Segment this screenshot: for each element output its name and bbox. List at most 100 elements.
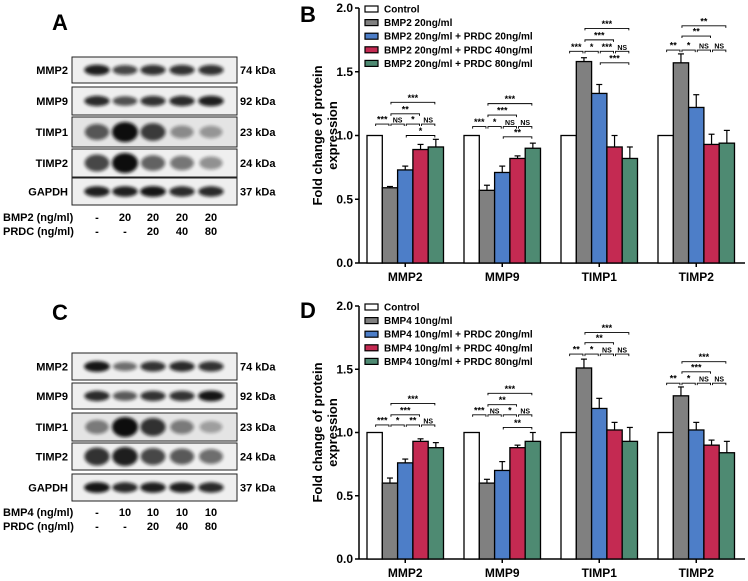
- significance-label: ***: [408, 93, 419, 103]
- significance-bracket: [487, 414, 502, 417]
- significance-label: **: [514, 418, 522, 428]
- significance-bracket: [666, 49, 681, 53]
- protein-band: [199, 449, 223, 464]
- panel-letter: C: [52, 300, 68, 325]
- treatment-value: 40: [176, 521, 188, 533]
- protein-band: [170, 155, 194, 171]
- significance-label: *: [419, 126, 423, 136]
- legend-label: BMP2 20ng/ml: [384, 18, 453, 29]
- blot-panel-c: C MMP2 74 kDa MMP9 92 kDa TIMP1 23 kDa TIMP2 24 …: [3, 300, 276, 533]
- significance-label: *: [590, 42, 594, 52]
- protein-band: [84, 124, 110, 140]
- significance-label: **: [670, 41, 678, 51]
- significance-label: **: [596, 333, 604, 343]
- kda-label: 37 kDa: [240, 187, 276, 199]
- treatment-value: 20: [147, 521, 159, 533]
- protein-band: [140, 186, 166, 197]
- protein-band: [85, 420, 109, 434]
- bar: [463, 431, 480, 560]
- significance-label: NS: [617, 45, 627, 52]
- legend-label: BMP2 20ng/ml + PRDC 80ng/ml: [384, 59, 533, 70]
- protein-band: [169, 186, 195, 197]
- kda-label: 92 kDa: [240, 391, 276, 403]
- significance-label: ***: [602, 19, 613, 29]
- bar: [412, 148, 429, 264]
- bar: [575, 60, 593, 264]
- significance-label: NS: [505, 120, 515, 127]
- bar: [412, 440, 429, 560]
- protein-band: [169, 448, 195, 465]
- protein-band: [140, 482, 166, 493]
- treatment-value: 10: [119, 507, 131, 519]
- significance-bracket: [390, 424, 405, 427]
- protein-band: [169, 390, 195, 402]
- protein-band: [113, 362, 137, 371]
- bar: [672, 395, 690, 560]
- bar: [657, 431, 674, 560]
- protein-label: MMP2: [36, 65, 68, 77]
- x-tick-label: TIMP2: [679, 566, 715, 580]
- protein-band: [84, 186, 110, 197]
- significance-label: ***: [400, 405, 411, 415]
- treatment-value: 20: [147, 226, 159, 238]
- significance-label: **: [409, 415, 417, 425]
- bar: [381, 187, 399, 264]
- significance-label: ***: [377, 115, 388, 125]
- legend-swatch: [364, 32, 379, 40]
- protein-band: [84, 361, 110, 372]
- y-tick-label: 1.0: [336, 129, 353, 143]
- significance-label: ***: [505, 94, 516, 104]
- significance-bracket: [375, 424, 390, 427]
- bar: [672, 62, 690, 264]
- protein-band: [170, 420, 194, 434]
- significance-label: NS: [423, 418, 433, 425]
- treatment-label: BMP4 (ng/ml): [3, 507, 74, 519]
- significance-bracket: [666, 382, 681, 386]
- treatment-label: PRDC (ng/ml): [3, 521, 74, 533]
- treatment-value: -: [123, 226, 127, 238]
- treatment-value: 20: [205, 212, 217, 224]
- legend-swatch: [364, 330, 379, 338]
- significance-bracket: [487, 103, 533, 106]
- significance-bracket: [569, 50, 584, 54]
- protein-band: [112, 153, 138, 173]
- legend-swatch: [364, 344, 379, 352]
- significance-bracket: [518, 414, 533, 417]
- bar: [524, 147, 542, 264]
- significance-bracket: [569, 353, 584, 357]
- significance-bracket: [696, 49, 711, 53]
- protein-band: [199, 125, 223, 139]
- significance-label: ***: [474, 117, 485, 127]
- significance-bracket: [584, 332, 630, 335]
- significance-label: ***: [699, 352, 710, 362]
- significance-label: NS: [602, 348, 612, 355]
- legend-swatch: [364, 46, 379, 54]
- significance-label: **: [402, 104, 410, 114]
- treatment-label: BMP2 (ng/ml): [3, 212, 74, 224]
- protein-band: [84, 390, 110, 402]
- treatment-value: -: [95, 521, 99, 533]
- y-tick-label: 1.0: [336, 426, 353, 440]
- protein-label: TIMP2: [36, 158, 68, 170]
- kda-label: 92 kDa: [240, 96, 276, 108]
- legend-swatch: [364, 317, 379, 325]
- significance-label: *: [411, 115, 415, 125]
- legend-label: BMP2 20ng/ml + PRDC 20ng/ml: [384, 32, 533, 43]
- bar: [657, 134, 674, 264]
- bar: [687, 106, 705, 264]
- panel-letter: D: [300, 298, 316, 323]
- significance-label: **: [499, 395, 507, 405]
- bar: [427, 447, 445, 560]
- legend-label: Control: [384, 303, 420, 314]
- bar: [703, 444, 720, 560]
- protein-band: [170, 125, 194, 139]
- kda-label: 24 kDa: [240, 452, 276, 464]
- protein-band: [140, 123, 166, 141]
- treatment-value: -: [123, 521, 127, 533]
- protein-band: [169, 64, 195, 76]
- significance-label: **: [514, 127, 522, 137]
- bar: [493, 171, 511, 264]
- protein-band: [112, 96, 138, 106]
- bar: [560, 431, 577, 560]
- x-tick-label: MMP2: [388, 270, 423, 284]
